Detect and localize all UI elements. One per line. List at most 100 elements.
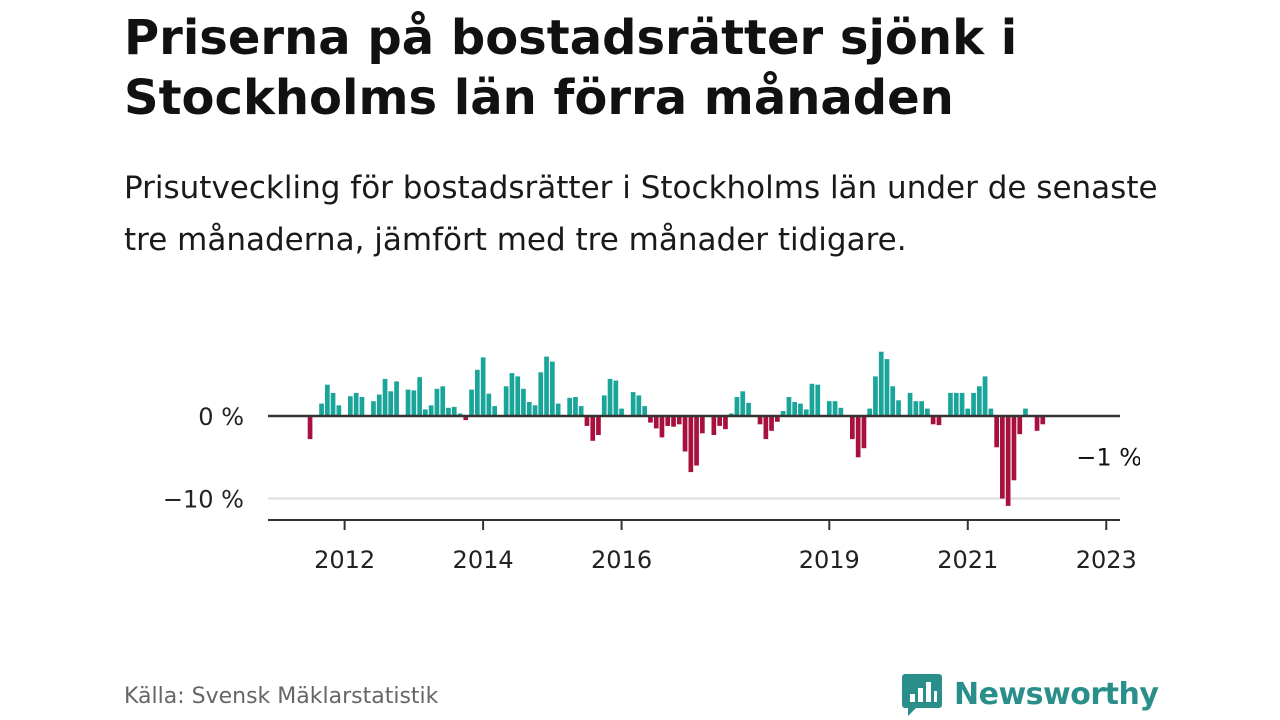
bar <box>953 392 959 416</box>
bar <box>1040 416 1046 425</box>
bar <box>740 391 746 417</box>
bar <box>792 402 797 416</box>
bar <box>336 405 342 416</box>
bar <box>959 392 965 416</box>
x-tick-label: 2014 <box>453 546 514 574</box>
bar-chart: 0 % −10 % 2012 2014 2016 2019 2021 2023 −1 % <box>163 351 1140 574</box>
bar <box>417 377 422 416</box>
bar <box>1000 416 1005 499</box>
bar <box>896 400 901 416</box>
bar <box>734 397 740 416</box>
bar <box>757 416 763 425</box>
bar <box>855 416 861 458</box>
chart-subtitle: Prisutveckling för bostadsrätter i Stock… <box>124 170 1158 258</box>
bar <box>763 416 769 440</box>
bar <box>861 416 867 449</box>
bar <box>590 416 596 441</box>
brand-logo: Newsworthy <box>902 670 1159 718</box>
x-tick-label: 2023 <box>1076 546 1137 574</box>
bar <box>878 351 884 416</box>
bar <box>648 416 653 423</box>
bar <box>873 376 878 416</box>
bar <box>965 408 971 416</box>
bar <box>867 408 872 416</box>
bar <box>659 416 665 438</box>
bar <box>700 416 705 434</box>
bar <box>775 416 780 422</box>
bar <box>550 361 555 416</box>
bar <box>838 407 844 417</box>
bar <box>555 403 561 416</box>
bar <box>982 376 988 416</box>
bar <box>319 403 324 416</box>
bar <box>596 416 601 435</box>
bar <box>930 416 936 425</box>
bar <box>671 416 676 427</box>
bar <box>832 401 838 416</box>
bar <box>1011 416 1017 481</box>
bar <box>723 416 728 430</box>
bar <box>405 389 411 416</box>
bar <box>711 416 717 435</box>
bar <box>451 406 457 416</box>
bar <box>769 416 774 431</box>
x-tick-label: 2021 <box>937 546 998 574</box>
bar <box>642 406 647 416</box>
bar <box>994 416 999 448</box>
bar <box>515 376 521 416</box>
bar <box>653 416 659 429</box>
bar <box>601 395 607 416</box>
bar <box>636 395 642 416</box>
newsworthy-icon <box>902 674 942 716</box>
bar <box>480 357 486 416</box>
bar <box>348 396 353 416</box>
bar <box>884 359 890 416</box>
bar <box>694 416 699 466</box>
bar <box>907 392 913 416</box>
annotation-label: −1 % <box>1076 443 1140 471</box>
bar <box>509 373 515 416</box>
bar <box>607 378 613 416</box>
bar <box>780 411 786 416</box>
bar <box>803 409 809 416</box>
bar <box>584 416 590 426</box>
bar <box>526 402 532 416</box>
bar <box>330 392 336 416</box>
bar <box>688 416 694 473</box>
bar <box>411 390 417 416</box>
bar <box>717 416 722 426</box>
bar <box>325 384 330 416</box>
bar <box>382 378 388 416</box>
bar <box>440 386 446 416</box>
bar <box>463 416 469 421</box>
source-note: Källa: Svensk Mäklarstatistik <box>124 684 439 709</box>
bar <box>682 416 688 452</box>
bar <box>826 401 832 416</box>
bar <box>1034 416 1040 431</box>
bar <box>388 391 394 417</box>
chart-title: Priserna på bostadsrätter sjönk i Stockh… <box>124 10 1018 126</box>
bar <box>578 406 584 416</box>
x-tick-label: 2012 <box>314 546 375 574</box>
bar <box>665 416 671 426</box>
bar <box>746 402 751 416</box>
x-tick-label: 2019 <box>799 546 860 574</box>
bar <box>798 403 803 416</box>
bar <box>786 397 792 416</box>
bar <box>492 406 497 416</box>
x-tick-label: 2016 <box>591 546 652 574</box>
bar <box>475 369 480 416</box>
bar <box>919 401 924 416</box>
bar <box>971 392 976 416</box>
bar <box>486 393 492 416</box>
bar <box>890 386 896 416</box>
bar <box>394 381 399 416</box>
bar <box>809 383 815 416</box>
bar <box>676 416 682 425</box>
bar <box>815 384 821 416</box>
bar <box>376 394 382 416</box>
bar <box>446 407 451 417</box>
bar <box>371 401 376 416</box>
bar <box>850 416 855 440</box>
bar <box>936 416 942 426</box>
